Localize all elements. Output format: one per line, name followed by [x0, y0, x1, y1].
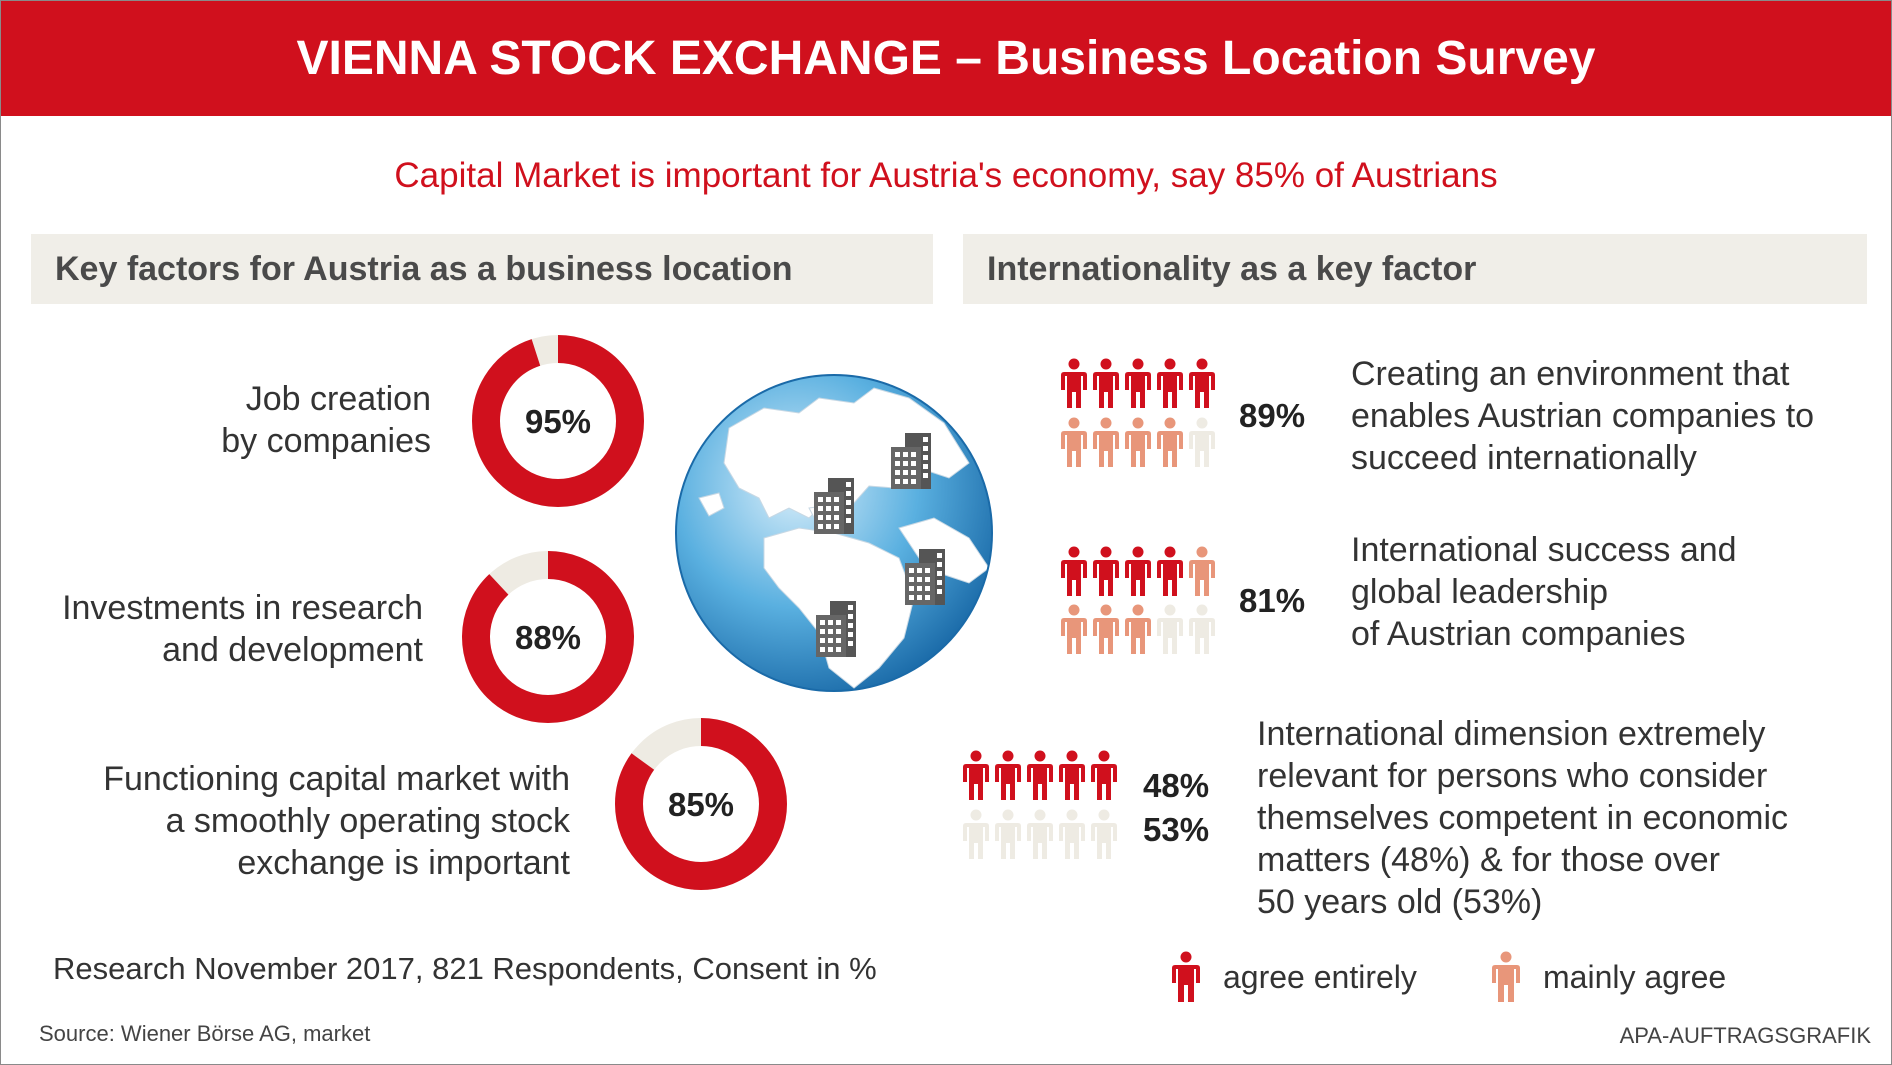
person-icon — [1189, 546, 1215, 596]
person-icon — [1093, 417, 1119, 467]
person-icon — [1125, 358, 1151, 408]
desc-line: International success and — [1351, 531, 1737, 569]
ring-label-line: and development — [162, 631, 423, 669]
ring-value-label: 88% — [515, 619, 581, 656]
intl-desc-1: Creating an environment that enables Aus… — [1351, 353, 1814, 479]
desc-line: Creating an environment that — [1351, 355, 1790, 393]
intl-value-3a: 48% — [1143, 767, 1210, 804]
donut-ring: 95% — [472, 335, 644, 507]
person-icon — [1093, 358, 1119, 408]
ring-track — [615, 718, 787, 890]
person-icon — [995, 750, 1021, 800]
person-icon — [1125, 546, 1151, 596]
person-icon — [1061, 604, 1087, 654]
person-icon — [963, 750, 989, 800]
person-icon — [1027, 750, 1053, 800]
desc-line: matters (48%) & for those over — [1257, 841, 1720, 879]
person-icon — [1157, 358, 1183, 408]
person-icon — [1091, 750, 1117, 800]
person-icon — [1061, 417, 1087, 467]
page-title: VIENNA STOCK EXCHANGE – Business Locatio… — [296, 32, 1596, 85]
credit-note: APA-AUFTRAGSGRAFIK — [1619, 1023, 1871, 1048]
intl-value-1: 89% — [1239, 397, 1306, 434]
person-icon — [1059, 809, 1085, 859]
intl-desc-2: International success and global leaders… — [1351, 529, 1737, 655]
legend-agree-entirely: agree entirely — [1171, 951, 1417, 1003]
ring-label-line: by companies — [221, 422, 431, 460]
ring-track — [472, 335, 644, 507]
person-icon — [963, 809, 989, 859]
ring-label-1: Job creation by companies — [221, 378, 431, 462]
person-icon — [1189, 417, 1215, 467]
person-icon — [1061, 546, 1087, 596]
headline: Capital Market is important for Austria'… — [394, 156, 1498, 195]
person-icon — [1093, 604, 1119, 654]
person-icon — [1125, 604, 1151, 654]
desc-line: enables Austrian companies to — [1351, 397, 1815, 435]
ring-label-line: Job creation — [245, 380, 431, 418]
ring-label-line: Investments in research — [62, 589, 423, 627]
desc-line: global leadership — [1351, 573, 1609, 611]
intl-value-2: 81% — [1239, 582, 1306, 619]
person-icon — [1059, 750, 1085, 800]
left-panel-title: Key factors for Austria as a business lo… — [31, 234, 933, 304]
ring-track — [462, 551, 634, 723]
title-banner: VIENNA STOCK EXCHANGE – Business Locatio… — [1, 1, 1891, 116]
legend-mainly-agree: mainly agree — [1491, 951, 1726, 1003]
person-icon — [1091, 809, 1117, 859]
ring-value-label: 95% — [525, 403, 591, 440]
person-icon — [1189, 358, 1215, 408]
donut-ring: 85% — [615, 718, 787, 890]
person-icon — [1061, 358, 1087, 408]
ring-label-line: a smoothly operating stock — [165, 802, 570, 840]
desc-line: International dimension extremely — [1257, 715, 1766, 753]
person-icon — [995, 809, 1021, 859]
intl-value-3b: 53% — [1143, 811, 1210, 848]
ring-arc — [615, 718, 787, 890]
desc-line: relevant for persons who consider — [1257, 757, 1768, 795]
globe-icon — [675, 374, 993, 692]
legend-label: mainly agree — [1543, 958, 1727, 995]
person-icon — [1189, 604, 1215, 654]
ring-label-2: Investments in research and development — [62, 587, 423, 671]
desc-line: succeed internationally — [1351, 439, 1697, 477]
person-icon — [1172, 951, 1200, 1002]
legend-label: agree entirely — [1223, 958, 1417, 995]
ring-label-line: exchange is important — [237, 844, 570, 882]
research-note: Research November 2017, 821 Respondents,… — [53, 951, 877, 986]
person-icon — [1093, 546, 1119, 596]
source-note: Source: Wiener Börse AG, market — [39, 1021, 371, 1046]
person-icon — [1157, 417, 1183, 467]
person-icon — [1157, 546, 1183, 596]
person-icon — [1027, 809, 1053, 859]
person-icon — [1492, 951, 1520, 1002]
person-icon — [1125, 417, 1151, 467]
ring-label-3: Functioning capital market with a smooth… — [103, 758, 570, 884]
desc-line: themselves competent in economic — [1257, 799, 1789, 837]
desc-line: of Austrian companies — [1351, 615, 1686, 653]
ring-label-line: Functioning capital market with — [103, 760, 570, 798]
intl-desc-3: International dimension extremely releva… — [1257, 713, 1788, 923]
ring-arc — [462, 551, 634, 723]
ring-value-label: 85% — [668, 786, 734, 823]
ring-arc — [472, 335, 644, 507]
person-icon — [1157, 604, 1183, 654]
desc-line: 50 years old (53%) — [1257, 883, 1543, 921]
donut-ring: 88% — [462, 551, 634, 723]
right-panel-title: Internationality as a key factor — [963, 234, 1867, 304]
